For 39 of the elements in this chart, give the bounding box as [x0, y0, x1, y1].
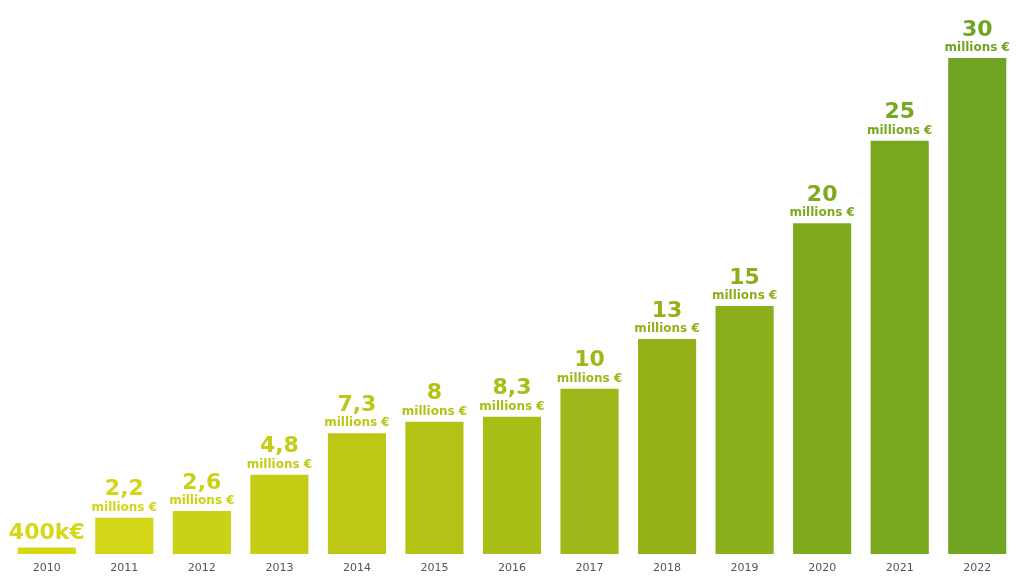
- x-tick-label: 2019: [730, 561, 759, 574]
- bar: [95, 517, 154, 554]
- data-label: 25 millions €: [866, 98, 933, 137]
- bar: [172, 511, 231, 554]
- bar: [327, 433, 386, 554]
- bar: [17, 547, 76, 554]
- x-tick-label: 2018: [653, 561, 682, 574]
- x-tick-label: 2010: [32, 561, 61, 574]
- bar: [638, 339, 697, 554]
- data-label: 8,3 millions €: [479, 374, 545, 413]
- bar: [870, 140, 929, 554]
- data-label: 30 millions €: [944, 15, 1010, 54]
- data-label: 400k€: [8, 518, 85, 544]
- x-tick-label: 2017: [575, 561, 604, 574]
- data-label: 20 millions €: [789, 180, 855, 220]
- x-tick-label: 2022: [963, 561, 992, 574]
- data-label: 10 millions €: [556, 346, 623, 385]
- x-tick-label: 2015: [420, 561, 449, 574]
- bar: [793, 223, 852, 554]
- bar: [405, 421, 464, 554]
- data-label: 15 millions €: [711, 263, 778, 302]
- bar: [715, 306, 774, 554]
- x-tick-label: 2014: [342, 561, 371, 574]
- data-label: 4,8 millions €: [246, 432, 313, 471]
- bar: [250, 474, 309, 554]
- x-tick-label: 2011: [110, 561, 139, 574]
- data-label: 2,2 millions €: [91, 475, 158, 514]
- x-tick-label: 2013: [265, 561, 294, 574]
- bar: [948, 58, 1007, 554]
- x-tick-label: 2020: [808, 561, 837, 574]
- bar: [482, 416, 542, 554]
- data-label: 8 millions €: [401, 379, 468, 418]
- x-tick-label: 2021: [885, 561, 914, 574]
- bar: [560, 388, 619, 554]
- x-tick-label: 2016: [498, 561, 526, 574]
- data-label: 2,6 millions €: [169, 468, 235, 508]
- data-label: 7,3 millions €: [324, 390, 390, 430]
- x-tick-label: 2012: [187, 561, 216, 574]
- data-label: 13 millions €: [634, 296, 700, 336]
